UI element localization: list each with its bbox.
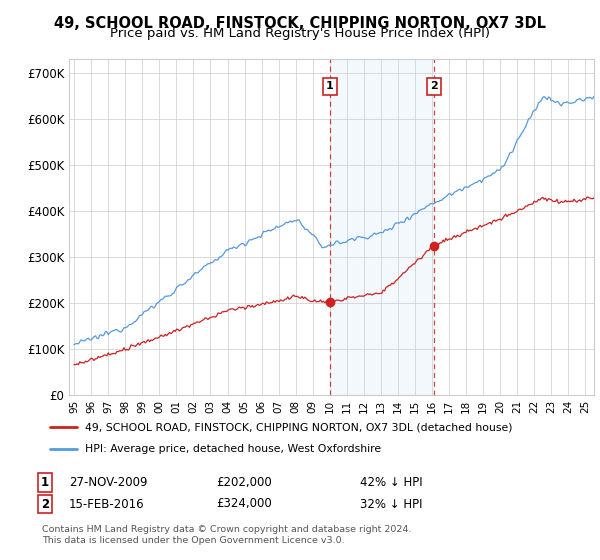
Text: 49, SCHOOL ROAD, FINSTOCK, CHIPPING NORTON, OX7 3DL (detached house): 49, SCHOOL ROAD, FINSTOCK, CHIPPING NORT… (85, 422, 513, 432)
Text: 2: 2 (430, 81, 437, 91)
Text: Price paid vs. HM Land Registry's House Price Index (HPI): Price paid vs. HM Land Registry's House … (110, 27, 490, 40)
Text: 49, SCHOOL ROAD, FINSTOCK, CHIPPING NORTON, OX7 3DL: 49, SCHOOL ROAD, FINSTOCK, CHIPPING NORT… (54, 16, 546, 31)
Text: 1: 1 (326, 81, 334, 91)
Text: £324,000: £324,000 (216, 497, 272, 511)
Text: Contains HM Land Registry data © Crown copyright and database right 2024.
This d: Contains HM Land Registry data © Crown c… (42, 525, 412, 545)
Text: 2: 2 (41, 497, 49, 511)
Text: 15-FEB-2016: 15-FEB-2016 (69, 497, 145, 511)
Text: 27-NOV-2009: 27-NOV-2009 (69, 476, 148, 489)
Text: 32% ↓ HPI: 32% ↓ HPI (360, 497, 422, 511)
Text: 1: 1 (41, 476, 49, 489)
Text: £202,000: £202,000 (216, 476, 272, 489)
Bar (330, 59, 434, 395)
Text: HPI: Average price, detached house, West Oxfordshire: HPI: Average price, detached house, West… (85, 444, 382, 454)
Text: 42% ↓ HPI: 42% ↓ HPI (360, 476, 422, 489)
